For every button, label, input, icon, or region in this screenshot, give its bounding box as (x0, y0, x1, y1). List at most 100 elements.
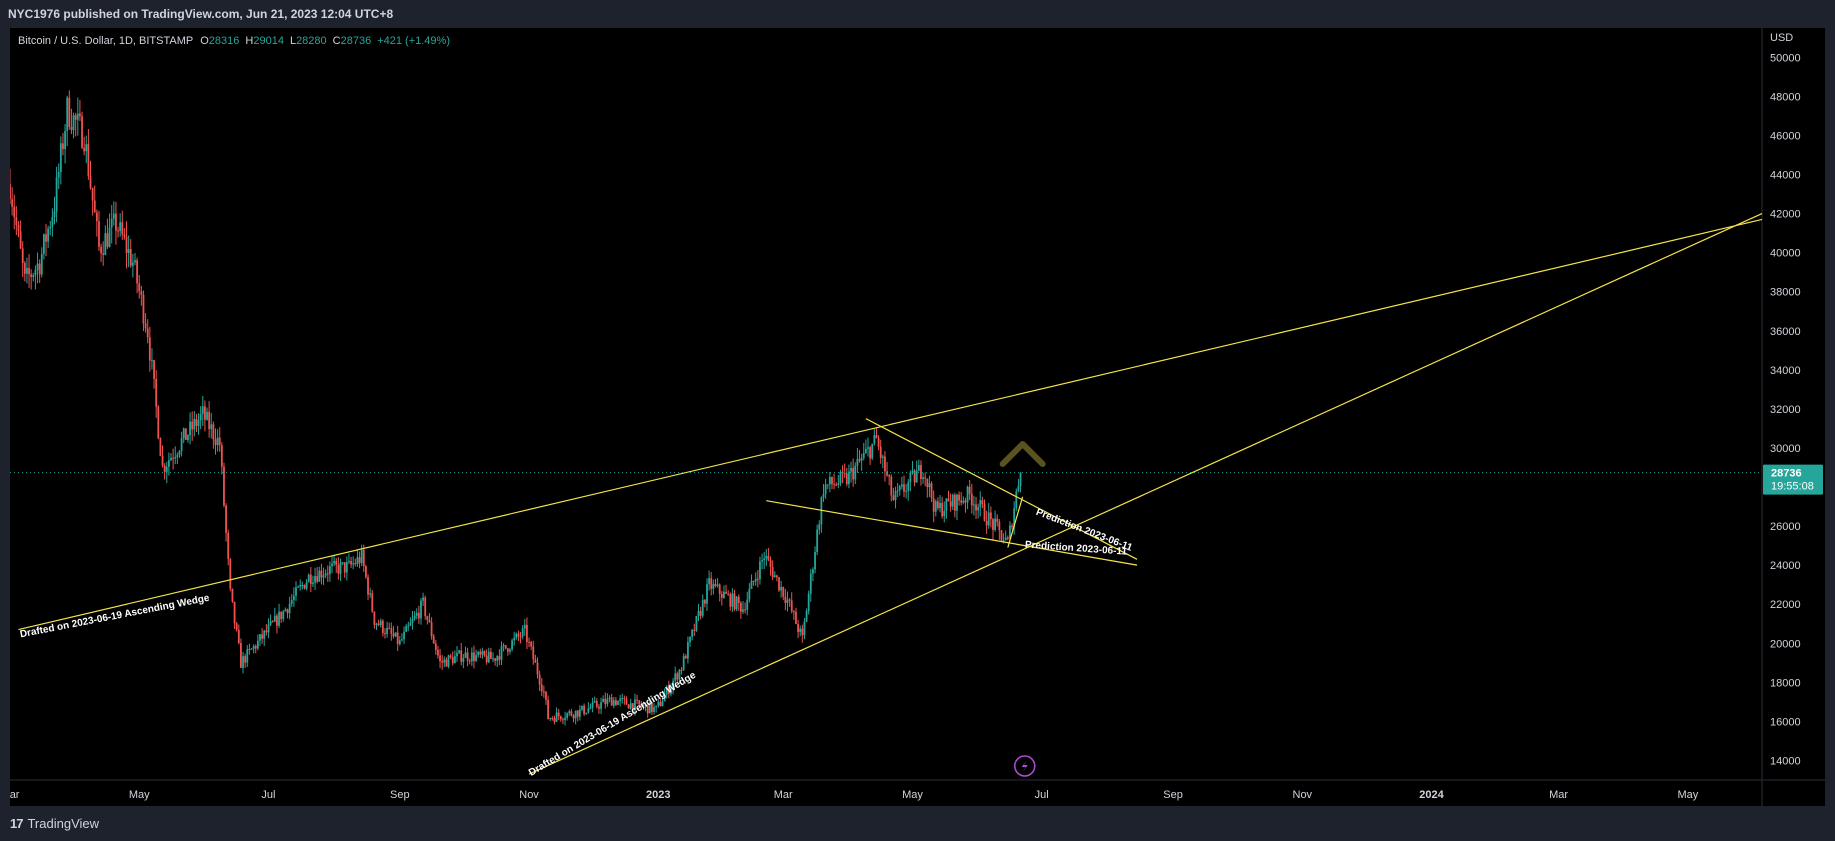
candle-body (252, 646, 255, 649)
chart-frame[interactable]: USD 50000 48000 46000 44000 42000 40000 38000 36… (10, 28, 1825, 806)
candle-body (117, 230, 119, 232)
candle-body (40, 253, 43, 275)
candle-body (816, 529, 819, 552)
candle-body (328, 566, 331, 574)
lightning-event-circle (1014, 755, 1036, 777)
candle-body (540, 684, 543, 692)
candle-body (911, 470, 914, 473)
candle-body (733, 593, 736, 610)
candle-body (470, 652, 473, 662)
candle-body (992, 519, 994, 530)
candle-body (273, 615, 276, 622)
symbol-name[interactable]: Bitcoin / U.S. Dollar, 1D, BITSTAMP (18, 35, 194, 47)
candle-body (934, 501, 937, 512)
candle-body (536, 662, 539, 675)
candle-body (345, 562, 348, 573)
candle-body (862, 453, 865, 458)
high-label: H (245, 35, 254, 47)
candle-body (191, 421, 194, 430)
candle-body (153, 360, 155, 379)
candle-body (127, 248, 130, 253)
y-tick-label: 40000 (1770, 248, 1801, 260)
candle-body (771, 567, 774, 578)
candle-body (873, 435, 876, 444)
candle-body (305, 582, 308, 589)
candle-body (915, 470, 918, 483)
published-header: NYC1976 published on TradingView.com, Ju… (0, 0, 1835, 28)
candle-body (261, 634, 264, 639)
candle-body (845, 473, 848, 485)
candle-body (208, 411, 211, 430)
candle-body (875, 435, 878, 439)
candle-body (392, 633, 395, 637)
candle-body (45, 234, 47, 242)
candle-body (909, 472, 912, 483)
tradingview-logo[interactable]: 17 TradingView (10, 816, 99, 831)
lightning-event-icon[interactable] (1014, 755, 1036, 777)
candle-body (926, 478, 929, 488)
candle-body (701, 599, 704, 616)
candle-body (352, 563, 355, 565)
candle-body (792, 611, 795, 613)
x-tick-label: 2023 (646, 789, 670, 801)
candle-body (879, 446, 882, 458)
candle-body (526, 624, 528, 642)
candle-body (1013, 508, 1016, 528)
candle-body (341, 562, 344, 564)
candle-body (28, 267, 30, 275)
candle-body (657, 701, 660, 706)
candle-body (163, 465, 166, 472)
candle-body (170, 457, 172, 461)
candle-body (663, 694, 666, 702)
candle-body (697, 610, 700, 616)
candle-body (576, 710, 579, 717)
candle-body (445, 659, 448, 667)
candle-body (15, 217, 18, 225)
candle-body (648, 702, 651, 714)
candle-body (981, 500, 984, 504)
symbol-legend: Bitcoin / U.S. Dollar, 1D, BITSTAMP O 283… (18, 35, 456, 47)
candle-body (983, 503, 986, 521)
candle-body (1000, 530, 1003, 541)
candle-body (57, 172, 60, 178)
candle-body (362, 549, 365, 567)
candle-body (968, 486, 971, 494)
candle-body (38, 263, 41, 275)
candle-body (562, 719, 564, 721)
candle-body (553, 718, 556, 722)
high-value: 29014 (253, 35, 284, 47)
price-chart[interactable]: USD 50000 48000 46000 44000 42000 40000 38000 36… (10, 28, 1825, 806)
candle-body (735, 596, 738, 610)
candle-body (1002, 540, 1005, 542)
candle-body (100, 246, 102, 254)
candle-body (951, 494, 954, 507)
candle-body (140, 291, 143, 295)
candle-body (47, 228, 50, 242)
x-tick-label: Sep (1163, 789, 1183, 801)
candle-body (242, 656, 244, 668)
candle-body (282, 611, 285, 620)
open-label: O (200, 35, 209, 47)
candle-body (155, 378, 158, 407)
candle-body (659, 701, 662, 706)
candle-body (1019, 472, 1022, 487)
candles (10, 90, 1022, 726)
candle-body (699, 610, 702, 616)
candle-body (386, 627, 388, 634)
candle-body (746, 599, 749, 610)
candle-body (822, 493, 825, 498)
open-value: 28316 (208, 35, 240, 47)
candle-body (199, 413, 202, 421)
candle-body (708, 578, 711, 585)
candle-body (70, 126, 73, 131)
candle-body (835, 484, 838, 486)
candle-body (888, 475, 891, 477)
candle-body (108, 227, 111, 247)
candle-body (405, 626, 408, 632)
candle-body (945, 498, 948, 512)
candle-body (534, 659, 537, 663)
candle-body (93, 200, 96, 213)
candle-body (159, 438, 162, 457)
candle-body (237, 629, 240, 644)
candle-body (206, 411, 208, 420)
